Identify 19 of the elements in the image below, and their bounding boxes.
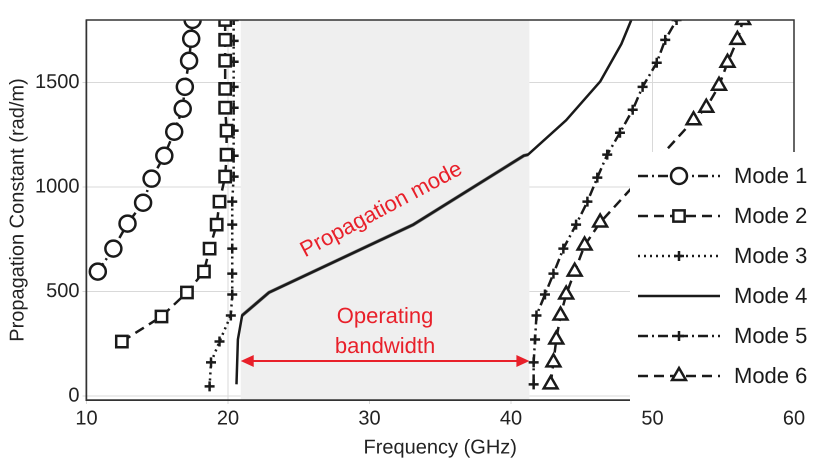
legend-label: Mode 1 — [734, 163, 808, 188]
x-tick-label: 60 — [782, 408, 806, 430]
x-tick-label: 30 — [358, 408, 381, 430]
legend-label: Mode 3 — [734, 243, 808, 268]
x-tick-label: 20 — [216, 408, 240, 430]
y-tick-label: 0 — [68, 384, 80, 406]
y-tick-label: 500 — [46, 280, 80, 302]
legend-label: Mode 5 — [734, 323, 808, 348]
x-tick-label: 50 — [641, 408, 664, 430]
legend-label: Mode 2 — [734, 203, 808, 228]
y-tick-label: 1500 — [34, 71, 80, 94]
x-tick-label: 10 — [75, 408, 98, 430]
x-tick-label: 40 — [500, 408, 522, 430]
legend-label: Mode 4 — [734, 283, 808, 308]
band-label: Operating bandwidth — [334, 303, 436, 358]
legend-label: Mode 6 — [734, 363, 808, 388]
y-tick-label: 1000 — [34, 176, 80, 198]
x-axis-title: Frequency (GHz) — [364, 436, 517, 459]
y-axis-title: Propagation Constant (rad/m) — [6, 78, 29, 342]
